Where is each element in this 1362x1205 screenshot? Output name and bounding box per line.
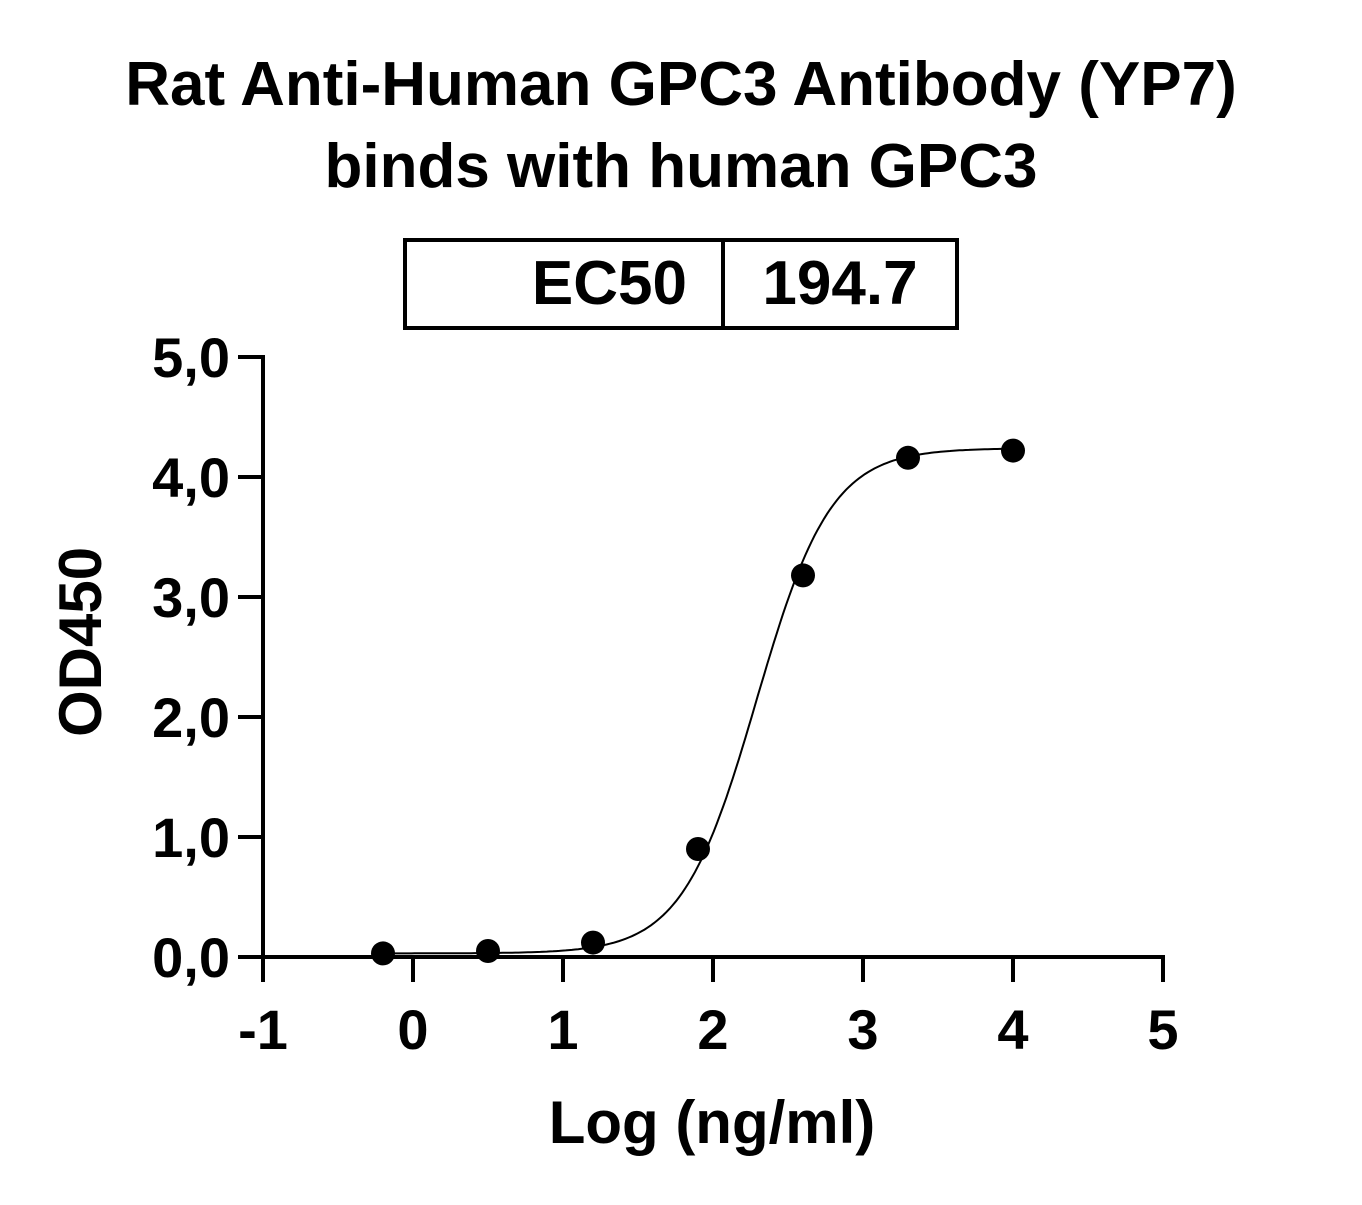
y-tick-label: 1,0 [152, 806, 230, 869]
fit-curve-layer [383, 447, 1014, 955]
ec50-label: EC50 [407, 242, 725, 326]
fit-curve-line [383, 447, 1014, 955]
x-axis-title: Log (ng/ml) [549, 1089, 876, 1156]
data-point [686, 837, 710, 861]
x-tick-label: 2 [697, 998, 728, 1061]
y-axis-title: OD450 [47, 547, 114, 737]
data-point [896, 445, 920, 470]
chart-title: Rat Anti-Human GPC3 Antibody (YP7) [125, 50, 1237, 119]
y-tick-label: 3,0 [152, 566, 230, 629]
chart-subtitle: binds with human GPC3 [324, 132, 1038, 201]
x-tick-label: 4 [997, 998, 1028, 1061]
x-tick-label: -1 [238, 998, 288, 1061]
x-tick-label: 5 [1147, 998, 1178, 1061]
data-point [1001, 438, 1025, 463]
ec50-table: EC50 194.7 [403, 238, 959, 330]
x-tick-label: 3 [847, 998, 878, 1061]
y-tick-label: 2,0 [152, 686, 230, 749]
data-point [581, 930, 605, 955]
data-point [476, 939, 500, 963]
y-tick-label: 5,0 [152, 326, 230, 389]
points-layer [371, 438, 1025, 966]
ticks: 0,0 1,0 2,0 3,0 4,0 5,0 -1 0 1 2 3 4 5 [152, 326, 1178, 1061]
y-tick-label: 4,0 [152, 446, 230, 509]
data-point [791, 563, 815, 588]
x-tick-label: 0 [397, 998, 428, 1061]
y-tick-label: 0,0 [152, 926, 230, 989]
ec50-value: 194.7 [762, 249, 918, 318]
x-tick-label: 1 [547, 998, 578, 1061]
axes [261, 355, 1165, 959]
data-point [371, 941, 395, 966]
